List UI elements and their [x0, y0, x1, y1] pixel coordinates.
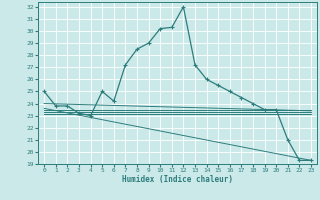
- X-axis label: Humidex (Indice chaleur): Humidex (Indice chaleur): [122, 175, 233, 184]
